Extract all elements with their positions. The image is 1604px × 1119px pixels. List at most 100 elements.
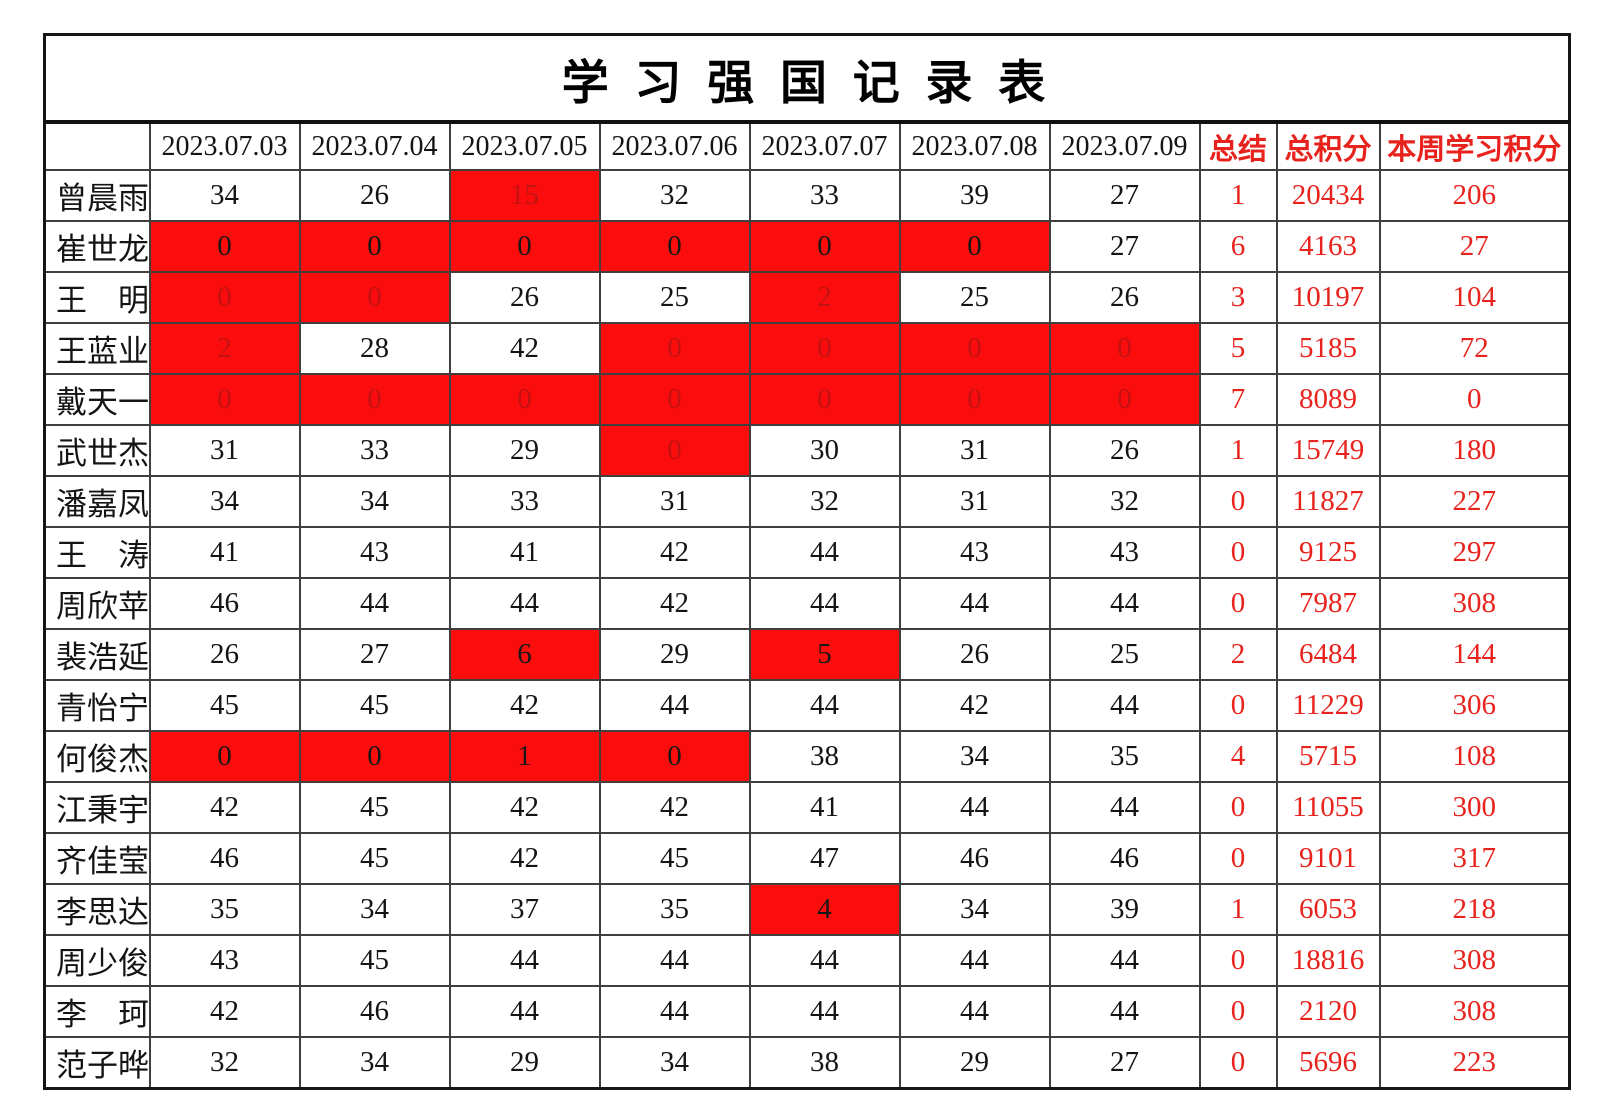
- table-row: 裴浩延 26 27 6 29 5 26 25 2 6484 144: [43, 628, 1571, 681]
- day-score-cell: 34: [898, 730, 1051, 783]
- summary-cell: 0: [1198, 832, 1278, 885]
- summary-cell: 0: [1198, 934, 1278, 987]
- summary-cell: 0: [1198, 526, 1278, 579]
- week-points-cell: 206: [1378, 169, 1571, 222]
- student-name: 周欣苹: [43, 577, 151, 630]
- week-points-cell: 0: [1378, 373, 1571, 426]
- summary-cell: 1: [1198, 169, 1278, 222]
- table-row: 齐佳莹 46 45 42 45 47 46 46 0 9101 317: [43, 832, 1571, 885]
- day-score-cell: 42: [598, 526, 751, 579]
- day-score-cell: 15: [448, 169, 601, 222]
- student-name: 潘嘉凤: [43, 475, 151, 528]
- student-name: 王 涛: [43, 526, 151, 579]
- day-score-cell: 42: [598, 577, 751, 630]
- day-score-cell: 37: [448, 883, 601, 936]
- day-score-cell: 46: [298, 985, 451, 1038]
- day-score-cell: 41: [748, 781, 901, 834]
- day-score-cell: 46: [148, 832, 301, 885]
- table-row: 曾晨雨 34 26 15 32 33 39 27 1 20434 206: [43, 169, 1571, 222]
- week-points-cell: 227: [1378, 475, 1571, 528]
- day-score-cell: 32: [1048, 475, 1201, 528]
- student-name: 周少俊: [43, 934, 151, 987]
- day-score-cell: 0: [298, 271, 451, 324]
- day-score-cell: 26: [898, 628, 1051, 681]
- day-score-cell: 44: [598, 679, 751, 732]
- day-score-cell: 0: [148, 271, 301, 324]
- table-row: 周少俊 43 45 44 44 44 44 44 0 18816 308: [43, 934, 1571, 987]
- day-score-cell: 0: [898, 220, 1051, 273]
- summary-cell: 2: [1198, 628, 1278, 681]
- day-score-cell: 27: [298, 628, 451, 681]
- summary-cell: 7: [1198, 373, 1278, 426]
- day-score-cell: 46: [148, 577, 301, 630]
- day-score-cell: 32: [748, 475, 901, 528]
- total-points-cell: 11055: [1275, 781, 1381, 834]
- week-points-cell: 144: [1378, 628, 1571, 681]
- day-score-cell: 44: [1048, 577, 1201, 630]
- day-score-cell: 44: [748, 577, 901, 630]
- student-name: 范子晔: [43, 1036, 151, 1089]
- day-score-cell: 0: [898, 373, 1051, 426]
- day-score-cell: 47: [748, 832, 901, 885]
- day-score-cell: 44: [1048, 985, 1201, 1038]
- title-row: 学 习 强 国 记 录 表: [43, 33, 1571, 124]
- week-points-cell: 223: [1378, 1036, 1571, 1089]
- day-score-cell: 44: [748, 934, 901, 987]
- table-row: 何俊杰 0 0 1 0 38 34 35 4 5715 108: [43, 730, 1571, 783]
- day-score-cell: 44: [598, 985, 751, 1038]
- day-score-cell: 5: [748, 628, 901, 681]
- day-score-cell: 0: [298, 373, 451, 426]
- student-name: 王蓝业: [43, 322, 151, 375]
- day-score-cell: 43: [148, 934, 301, 987]
- day-score-cell: 44: [748, 526, 901, 579]
- total-points-cell: 7987: [1275, 577, 1381, 630]
- day-score-cell: 31: [598, 475, 751, 528]
- total-points-cell: 2120: [1275, 985, 1381, 1038]
- day-score-cell: 44: [898, 934, 1051, 987]
- total-points-cell: 8089: [1275, 373, 1381, 426]
- week-points-cell: 180: [1378, 424, 1571, 477]
- week-points-cell: 218: [1378, 883, 1571, 936]
- day-score-cell: 0: [598, 220, 751, 273]
- col-header-date-3: 2023.07.05: [448, 121, 601, 171]
- student-name: 李思达: [43, 883, 151, 936]
- day-score-cell: 44: [748, 679, 901, 732]
- day-score-cell: 28: [298, 322, 451, 375]
- day-score-cell: 38: [748, 1036, 901, 1089]
- col-header-total-points: 总积分: [1275, 121, 1381, 171]
- week-points-cell: 308: [1378, 577, 1571, 630]
- day-score-cell: 0: [598, 373, 751, 426]
- table-row: 崔世龙 0 0 0 0 0 0 27 6 4163 27: [43, 220, 1571, 273]
- day-score-cell: 44: [1048, 781, 1201, 834]
- total-points-cell: 10197: [1275, 271, 1381, 324]
- total-points-cell: 4163: [1275, 220, 1381, 273]
- day-score-cell: 0: [298, 220, 451, 273]
- day-score-cell: 44: [448, 985, 601, 1038]
- table-row: 李思达 35 34 37 35 4 34 39 1 6053 218: [43, 883, 1571, 936]
- day-score-cell: 44: [898, 985, 1051, 1038]
- total-points-cell: 9101: [1275, 832, 1381, 885]
- day-score-cell: 41: [448, 526, 601, 579]
- day-score-cell: 2: [148, 322, 301, 375]
- day-score-cell: 0: [748, 322, 901, 375]
- day-score-cell: 25: [898, 271, 1051, 324]
- student-name: 齐佳莹: [43, 832, 151, 885]
- day-score-cell: 0: [448, 373, 601, 426]
- day-score-cell: 34: [148, 475, 301, 528]
- day-score-cell: 0: [148, 373, 301, 426]
- day-score-cell: 1: [448, 730, 601, 783]
- total-points-cell: 11827: [1275, 475, 1381, 528]
- week-points-cell: 27: [1378, 220, 1571, 273]
- day-score-cell: 42: [448, 322, 601, 375]
- day-score-cell: 27: [1048, 169, 1201, 222]
- day-score-cell: 35: [598, 883, 751, 936]
- table-row: 王蓝业 2 28 42 0 0 0 0 5 5185 72: [43, 322, 1571, 375]
- day-score-cell: 34: [298, 1036, 451, 1089]
- total-points-cell: 9125: [1275, 526, 1381, 579]
- week-points-cell: 72: [1378, 322, 1571, 375]
- week-points-cell: 104: [1378, 271, 1571, 324]
- day-score-cell: 44: [598, 934, 751, 987]
- day-score-cell: 43: [898, 526, 1051, 579]
- student-name: 江秉宇: [43, 781, 151, 834]
- table-row: 潘嘉凤 34 34 33 31 32 31 32 0 11827 227: [43, 475, 1571, 528]
